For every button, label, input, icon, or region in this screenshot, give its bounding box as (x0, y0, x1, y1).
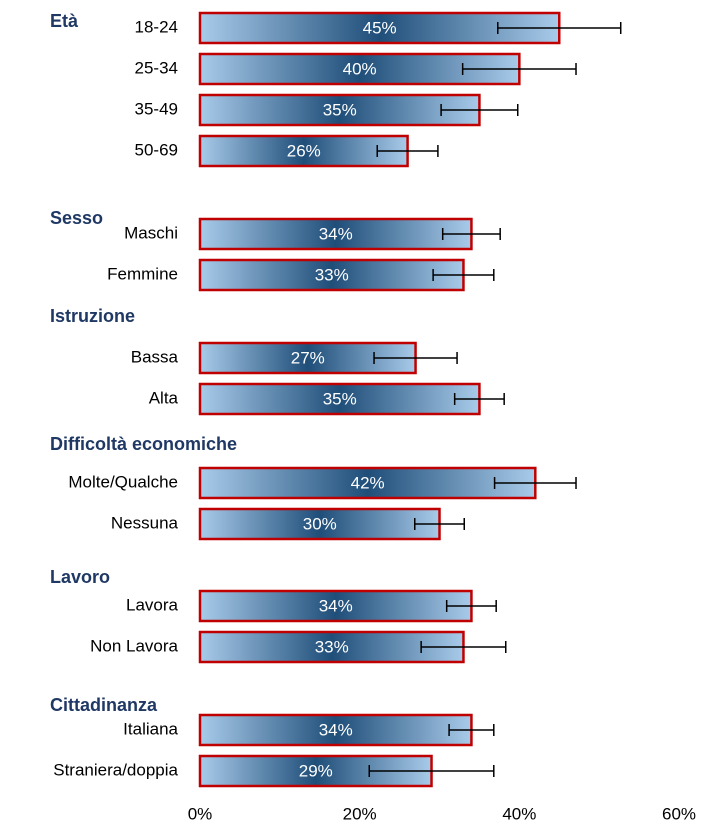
value-label: 26% (287, 141, 321, 160)
x-tick-label: 0% (188, 804, 213, 823)
value-label: 33% (315, 637, 349, 656)
y-tick-label: 35-49 (135, 99, 178, 118)
group-header: Istruzione (50, 306, 135, 326)
y-tick-label: Maschi (124, 223, 178, 242)
y-tick-label: 18-24 (135, 17, 178, 36)
value-label: 42% (351, 473, 385, 492)
y-tick-label: Non Lavora (90, 636, 178, 655)
value-label: 34% (319, 720, 353, 739)
bar (198, 258, 465, 292)
y-tick-label: Straniera/doppia (53, 760, 178, 779)
bar (198, 134, 409, 168)
value-label: 29% (299, 761, 333, 780)
value-label: 33% (315, 265, 349, 284)
group-header: Età (50, 11, 79, 31)
value-label: 34% (319, 596, 353, 615)
y-tick-label: Nessuna (111, 513, 179, 532)
bar (198, 507, 441, 541)
value-label: 35% (323, 100, 357, 119)
group-header: Cittadinanza (50, 695, 158, 715)
y-tick-label: Bassa (131, 347, 179, 366)
y-tick-label: Alta (149, 388, 179, 407)
group-header: Sesso (50, 208, 103, 228)
bar (198, 217, 473, 251)
value-label: 27% (291, 348, 325, 367)
y-tick-label: Molte/Qualche (68, 472, 178, 491)
value-label: 45% (363, 18, 397, 37)
bar (198, 713, 473, 747)
bar (198, 382, 481, 416)
y-tick-label: 25-34 (135, 58, 178, 77)
group-header: Lavoro (50, 567, 110, 587)
value-label: 30% (303, 514, 337, 533)
value-label: 34% (319, 224, 353, 243)
y-tick-label: Femmine (107, 264, 178, 283)
bar (198, 466, 537, 500)
y-tick-label: Lavora (126, 595, 179, 614)
x-tick-label: 60% (662, 804, 696, 823)
x-tick-label: 20% (343, 804, 377, 823)
y-tick-label: 50-69 (135, 140, 178, 159)
group-header: Difficoltà economiche (50, 434, 237, 454)
y-tick-label: Italiana (123, 719, 178, 738)
value-label: 40% (343, 59, 377, 78)
value-label: 35% (323, 389, 357, 408)
x-tick-label: 40% (502, 804, 536, 823)
